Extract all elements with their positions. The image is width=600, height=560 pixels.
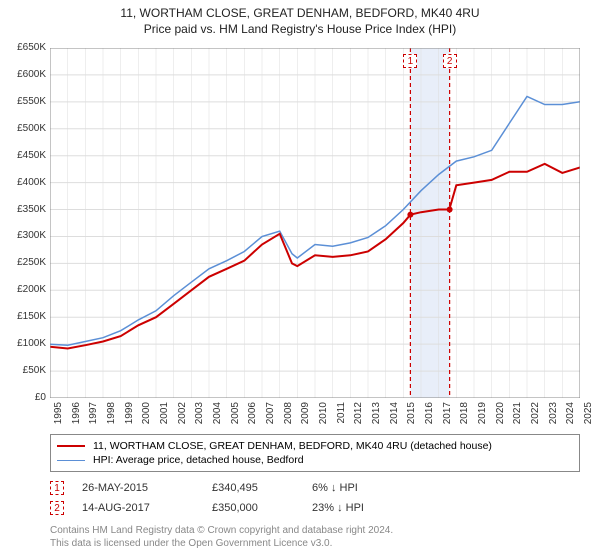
title-block: 11, WORTHAM CLOSE, GREAT DENHAM, BEDFORD…: [0, 0, 600, 36]
x-tick-label: 2022: [530, 402, 541, 432]
title-line-1: 11, WORTHAM CLOSE, GREAT DENHAM, BEDFORD…: [0, 6, 600, 20]
chart-marker-label: 1: [403, 54, 417, 68]
x-tick-label: 2003: [194, 402, 205, 432]
legend-text-property: 11, WORTHAM CLOSE, GREAT DENHAM, BEDFORD…: [93, 440, 492, 452]
x-tick-label: 1999: [124, 402, 135, 432]
y-tick-label: £650K: [2, 42, 46, 53]
y-tick-label: £450K: [2, 150, 46, 161]
chart-plot-area: [50, 48, 580, 398]
x-tick-label: 2000: [141, 402, 152, 432]
x-tick-label: 2017: [442, 402, 453, 432]
legend-box: 11, WORTHAM CLOSE, GREAT DENHAM, BEDFORD…: [50, 434, 580, 472]
x-tick-label: 2024: [565, 402, 576, 432]
x-tick-label: 2004: [212, 402, 223, 432]
sale-row: 1 26-MAY-2015 £340,495 6% ↓ HPI: [50, 478, 580, 498]
y-tick-label: £500K: [2, 123, 46, 134]
x-tick-label: 2002: [177, 402, 188, 432]
sale-marker-icon: 1: [50, 481, 64, 495]
footer-line-1: Contains HM Land Registry data © Crown c…: [50, 524, 393, 537]
footer-line-2: This data is licensed under the Open Gov…: [50, 537, 393, 550]
x-tick-label: 1996: [71, 402, 82, 432]
legend-row: HPI: Average price, detached house, Bedf…: [57, 453, 573, 467]
x-tick-label: 2025: [583, 402, 594, 432]
x-tick-label: 2014: [389, 402, 400, 432]
y-tick-label: £250K: [2, 257, 46, 268]
legend-swatch-hpi-icon: [57, 460, 85, 461]
x-tick-label: 2001: [159, 402, 170, 432]
x-tick-label: 2008: [283, 402, 294, 432]
legend-swatch-property-icon: [57, 445, 85, 447]
x-tick-label: 2019: [477, 402, 488, 432]
x-tick-label: 2007: [265, 402, 276, 432]
y-tick-label: £300K: [2, 230, 46, 241]
y-tick-label: £50K: [2, 365, 46, 376]
sale-price: £340,495: [212, 482, 312, 494]
sale-row: 2 14-AUG-2017 £350,000 23% ↓ HPI: [50, 498, 580, 518]
sale-date: 14-AUG-2017: [82, 502, 212, 514]
legend-row: 11, WORTHAM CLOSE, GREAT DENHAM, BEDFORD…: [57, 439, 573, 453]
sale-marker-icon: 2: [50, 501, 64, 515]
x-tick-label: 2012: [353, 402, 364, 432]
x-tick-label: 1997: [88, 402, 99, 432]
sale-date: 26-MAY-2015: [82, 482, 212, 494]
sale-diff: 23% ↓ HPI: [312, 502, 432, 514]
x-tick-label: 2020: [495, 402, 506, 432]
x-tick-label: 1998: [106, 402, 117, 432]
sale-diff: 6% ↓ HPI: [312, 482, 432, 494]
y-tick-label: £550K: [2, 96, 46, 107]
x-tick-label: 2021: [512, 402, 523, 432]
legend-text-hpi: HPI: Average price, detached house, Bedf…: [93, 454, 304, 466]
y-tick-label: £400K: [2, 177, 46, 188]
x-tick-label: 2009: [300, 402, 311, 432]
y-tick-label: £100K: [2, 338, 46, 349]
x-tick-label: 1995: [53, 402, 64, 432]
y-tick-label: £0: [2, 392, 46, 403]
sale-price: £350,000: [212, 502, 312, 514]
x-tick-label: 2011: [336, 402, 347, 432]
x-tick-label: 2010: [318, 402, 329, 432]
footer-attribution: Contains HM Land Registry data © Crown c…: [50, 524, 393, 550]
x-tick-label: 2018: [459, 402, 470, 432]
chart-container: 11, WORTHAM CLOSE, GREAT DENHAM, BEDFORD…: [0, 0, 600, 560]
chart-marker-label: 2: [443, 54, 457, 68]
chart-svg: [50, 48, 580, 398]
y-tick-label: £600K: [2, 69, 46, 80]
x-tick-label: 2006: [247, 402, 258, 432]
sales-table: 1 26-MAY-2015 £340,495 6% ↓ HPI 2 14-AUG…: [50, 478, 580, 518]
title-line-2: Price paid vs. HM Land Registry's House …: [0, 22, 600, 36]
x-tick-label: 2016: [424, 402, 435, 432]
y-tick-label: £150K: [2, 311, 46, 322]
x-tick-label: 2013: [371, 402, 382, 432]
x-tick-label: 2015: [406, 402, 417, 432]
x-tick-label: 2005: [230, 402, 241, 432]
x-tick-label: 2023: [548, 402, 559, 432]
y-tick-label: £350K: [2, 204, 46, 215]
y-tick-label: £200K: [2, 284, 46, 295]
